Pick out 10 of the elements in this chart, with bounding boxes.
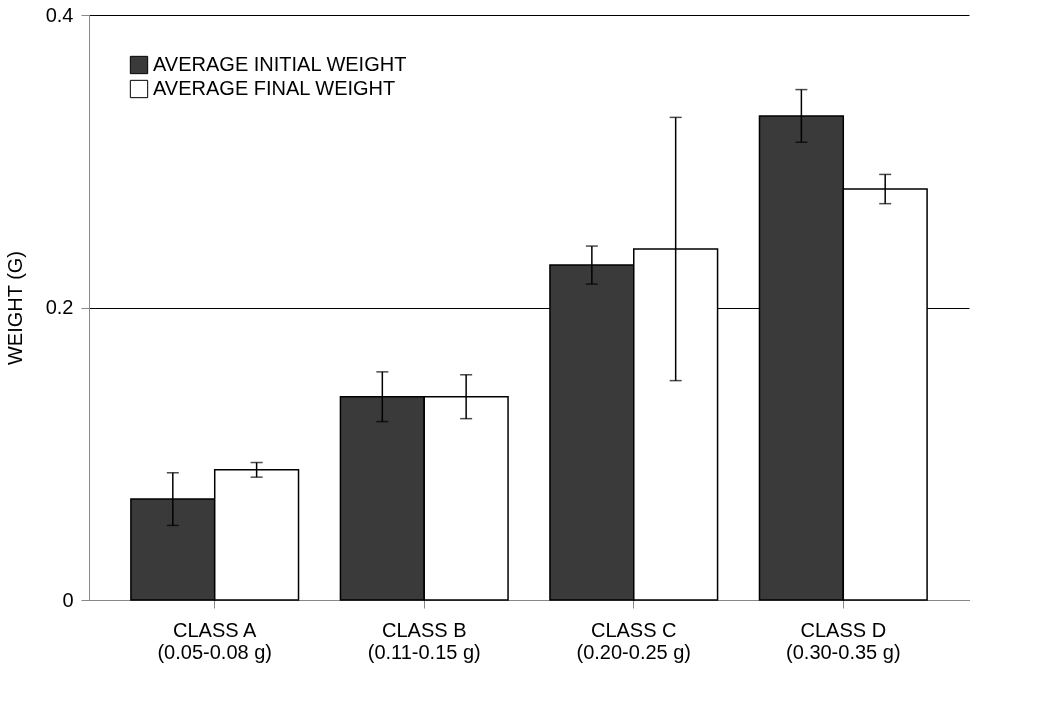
x-tick-label: CLASS B (0.11-0.15 g): [367, 618, 481, 663]
y-tick-label: 0: [62, 588, 74, 611]
y-axis-title: WEIGHT (G): [3, 250, 26, 366]
legend-label: AVERAGE FINAL WEIGHT: [153, 77, 396, 99]
y-tick-label: 0.2: [45, 296, 74, 318]
y-tick-label: 0.4: [45, 3, 74, 26]
legend-label: AVERAGE INITIAL WEIGHT: [153, 53, 407, 75]
x-tick-label: CLASS D (0.30-0.35 g): [786, 618, 901, 663]
x-tick-label: CLASS A (0.05-0.08 g): [157, 618, 272, 663]
x-tick-label: CLASS C (0.20-0.25 g): [576, 618, 692, 663]
